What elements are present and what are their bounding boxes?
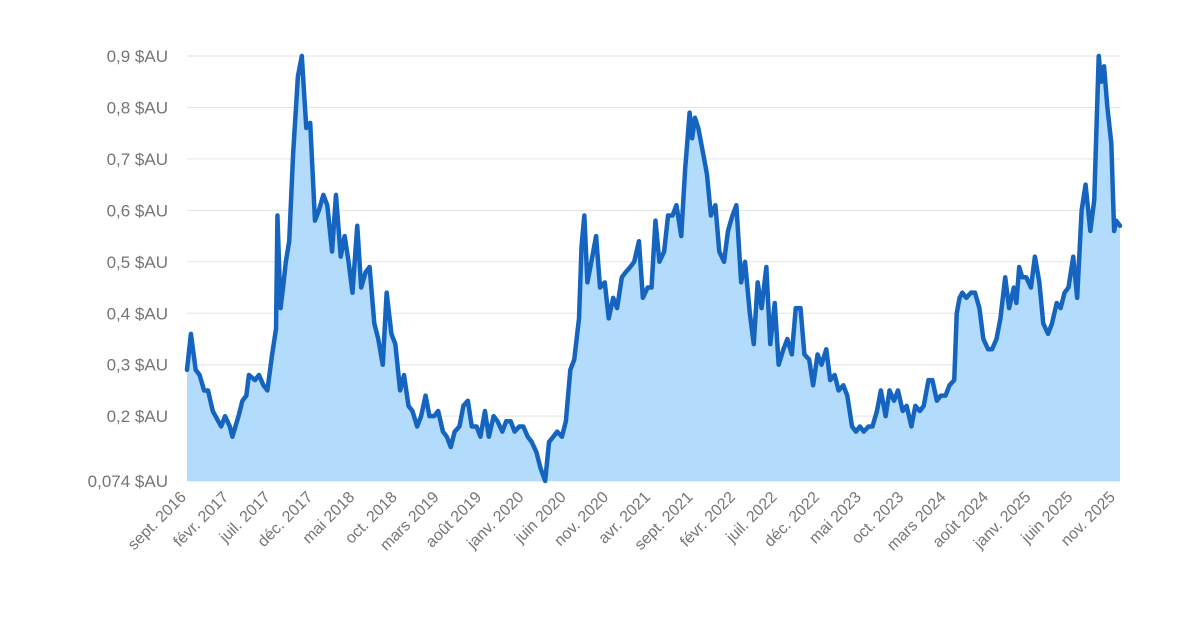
y-axis: 0,074 $AU 0,2 $AU 0,3 $AU 0,4 $AU 0,5 $AU 0,6… <box>88 47 168 491</box>
y-tick-label: 0,074 $AU <box>88 472 168 491</box>
plot-area <box>184 53 1123 484</box>
y-tick-label: 0,5 $AU <box>107 253 168 272</box>
y-tick-label: 0,6 $AU <box>107 201 168 220</box>
y-tick-label: 0,7 $AU <box>107 150 168 169</box>
y-tick-label: 0,9 $AU <box>107 47 168 66</box>
y-tick-label: 0,2 $AU <box>107 407 168 426</box>
y-tick-label: 0,3 $AU <box>107 356 168 375</box>
series-line <box>184 53 1123 484</box>
y-tick-label: 0,4 $AU <box>107 304 168 323</box>
y-tick-label: 0,8 $AU <box>107 98 168 117</box>
